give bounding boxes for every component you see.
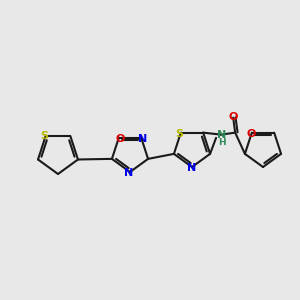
Text: S: S: [40, 131, 48, 141]
Text: N: N: [138, 134, 147, 144]
Text: O: O: [246, 129, 256, 139]
Text: H: H: [218, 138, 226, 147]
Text: N: N: [188, 163, 196, 173]
Text: O: O: [229, 112, 238, 122]
Text: N: N: [217, 130, 226, 140]
Text: N: N: [124, 168, 134, 178]
Text: S: S: [175, 129, 183, 139]
Text: O: O: [115, 134, 124, 144]
